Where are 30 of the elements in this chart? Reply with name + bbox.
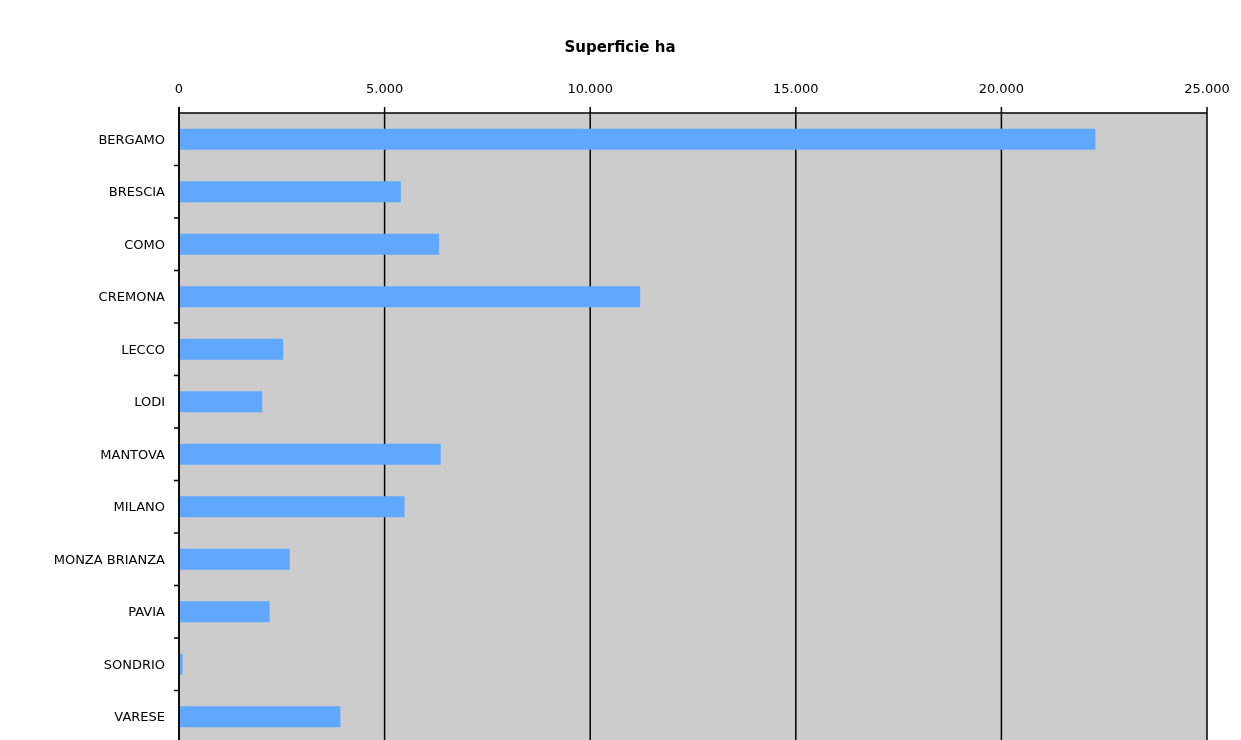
x-tick-label: 20.000 xyxy=(978,81,1025,96)
bar xyxy=(180,496,405,518)
y-tick-label: MANTOVA xyxy=(100,446,166,462)
y-tick-label: PAVIA xyxy=(128,604,166,620)
y-tick-label: COMO xyxy=(124,236,165,252)
x-tick-label: 10.000 xyxy=(567,81,613,96)
chart-title: Superficie ha xyxy=(564,38,676,56)
bar xyxy=(180,548,290,570)
x-tick-label: 25.000 xyxy=(1184,81,1230,96)
x-tick-label: 5.000 xyxy=(365,81,404,96)
bar xyxy=(180,706,341,728)
y-tick-label: MONZA BRIANZA xyxy=(53,551,166,567)
y-tick-label: MILANO xyxy=(113,499,165,515)
bar xyxy=(180,391,263,413)
bar xyxy=(180,338,284,360)
bar xyxy=(180,233,440,255)
bar xyxy=(180,443,441,465)
y-tick-label: SONDRIO xyxy=(103,656,165,672)
y-tick-label: CREMONA xyxy=(98,289,166,305)
bar xyxy=(180,181,401,203)
bar xyxy=(180,128,1096,150)
y-tick-label: LECCO xyxy=(121,341,165,357)
x-tick-label: 0 xyxy=(174,81,184,96)
bar xyxy=(180,286,641,308)
x-tick-label: 15.000 xyxy=(773,81,819,96)
y-tick-label: LODI xyxy=(134,394,165,410)
y-tick-label: VARESE xyxy=(114,709,165,725)
y-tick-label: BRESCIA xyxy=(108,184,166,200)
y-tick-label: BERGAMO xyxy=(98,131,165,147)
bar xyxy=(180,601,270,623)
